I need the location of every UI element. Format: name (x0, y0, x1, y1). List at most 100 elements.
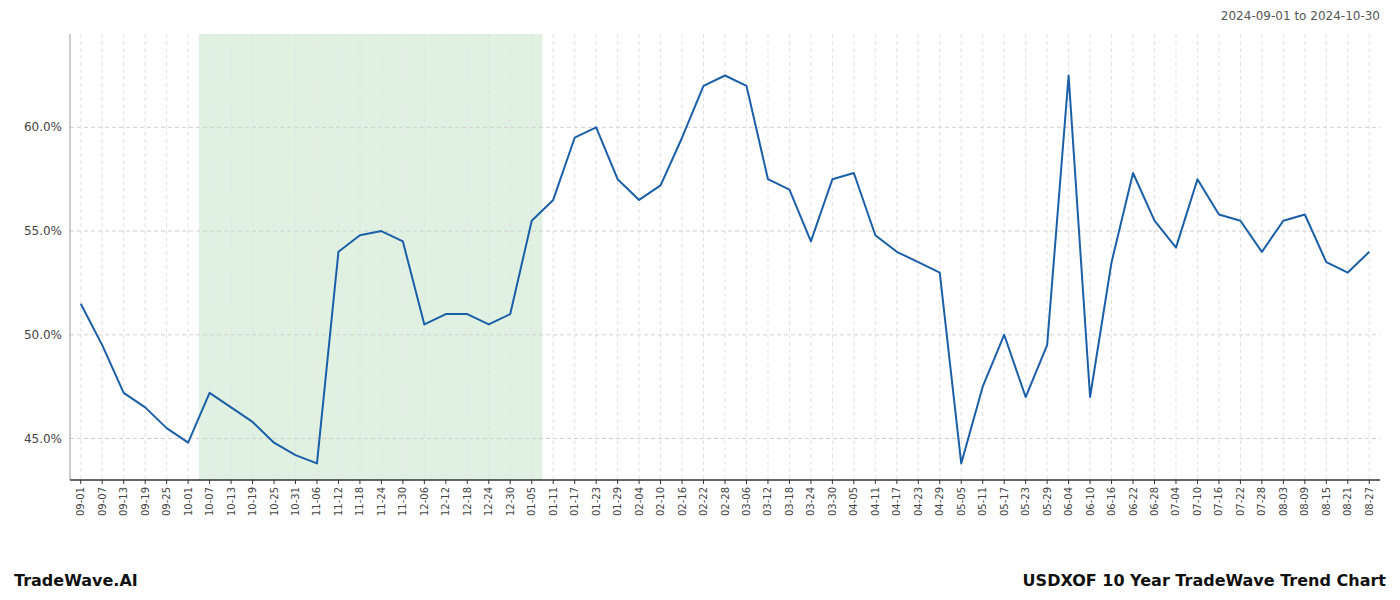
x-tick-label: 02-22 (698, 487, 709, 516)
x-tick (231, 480, 232, 484)
grid-line (1304, 34, 1305, 480)
grid-line (1154, 34, 1155, 480)
x-tick (617, 480, 618, 484)
x-tick (746, 480, 747, 484)
x-tick (939, 480, 940, 484)
x-tick-label: 08-21 (1342, 487, 1353, 516)
x-tick-label: 06-16 (1106, 487, 1117, 516)
x-tick (338, 480, 339, 484)
grid-line (1218, 34, 1219, 480)
x-tick (961, 480, 962, 484)
x-tick-label: 10-13 (226, 487, 237, 516)
grid-line (918, 34, 919, 480)
grid-line (853, 34, 854, 480)
grid-line (1261, 34, 1262, 480)
x-tick-label: 01-29 (612, 487, 623, 516)
grid-line (1283, 34, 1284, 480)
x-tick-label: 05-17 (999, 487, 1010, 516)
grid-line (1047, 34, 1048, 480)
x-tick-label: 05-23 (1020, 487, 1031, 516)
x-tick (918, 480, 919, 484)
x-tick (424, 480, 425, 484)
x-tick (1154, 480, 1155, 484)
grid-line (682, 34, 683, 480)
x-tick (553, 480, 554, 484)
trend-line (81, 75, 1370, 463)
grid-line (274, 34, 275, 480)
grid-line (1240, 34, 1241, 480)
x-tick (725, 480, 726, 484)
x-tick (381, 480, 382, 484)
grid-line (939, 34, 940, 480)
grid-line (1197, 34, 1198, 480)
grid-line (70, 438, 1380, 439)
grid-line (639, 34, 640, 480)
grid-line (424, 34, 425, 480)
x-tick (1111, 480, 1112, 484)
x-tick (1347, 480, 1348, 484)
grid-line (553, 34, 554, 480)
x-tick-label: 10-19 (247, 487, 258, 516)
grid-line (596, 34, 597, 480)
grid-line (166, 34, 167, 480)
x-tick (488, 480, 489, 484)
x-tick-label: 04-23 (913, 487, 924, 516)
x-tick (1283, 480, 1284, 484)
x-tick-label: 09-01 (75, 487, 86, 516)
x-tick (295, 480, 296, 484)
x-tick (703, 480, 704, 484)
grid-line (510, 34, 511, 480)
y-tick-label: 55.0% (24, 224, 62, 238)
x-tick-label: 07-10 (1192, 487, 1203, 516)
x-tick (1369, 480, 1370, 484)
x-tick-label: 03-12 (762, 487, 773, 516)
grid-line (660, 34, 661, 480)
x-tick (596, 480, 597, 484)
x-tick (1068, 480, 1069, 484)
x-tick (896, 480, 897, 484)
x-tick-label: 05-11 (977, 487, 988, 516)
x-tick-label: 02-04 (634, 487, 645, 516)
grid-line (252, 34, 253, 480)
y-tick-label: 60.0% (24, 120, 62, 134)
grid-line (531, 34, 532, 480)
grid-line (982, 34, 983, 480)
x-tick (402, 480, 403, 484)
x-tick (274, 480, 275, 484)
x-tick-label: 09-07 (97, 487, 108, 516)
title: USDXOF 10 Year TradeWave Trend Chart (1023, 571, 1387, 590)
x-tick-label: 07-04 (1170, 487, 1181, 516)
grid-line (1133, 34, 1134, 480)
x-tick (767, 480, 768, 484)
grid-line (188, 34, 189, 480)
grid-line (703, 34, 704, 480)
x-tick (853, 480, 854, 484)
x-tick-label: 07-16 (1213, 487, 1224, 516)
grid-line (810, 34, 811, 480)
grid-line (145, 34, 146, 480)
x-tick-label: 11-12 (333, 487, 344, 516)
x-tick (445, 480, 446, 484)
x-tick-label: 05-05 (956, 487, 967, 516)
x-tick (145, 480, 146, 484)
y-tick-label: 50.0% (24, 328, 62, 342)
grid-line (1025, 34, 1026, 480)
y-tick-label: 45.0% (24, 432, 62, 446)
grid-line (1326, 34, 1327, 480)
x-tick-label: 12-30 (505, 487, 516, 516)
x-tick-label: 11-24 (376, 487, 387, 516)
x-tick-label: 01-11 (548, 487, 559, 516)
grid-line (1347, 34, 1348, 480)
x-tick-label: 08-03 (1278, 487, 1289, 516)
x-tick (1175, 480, 1176, 484)
x-tick-label: 09-25 (161, 487, 172, 516)
x-tick (660, 480, 661, 484)
grid-line (1090, 34, 1091, 480)
x-tick-label: 10-01 (183, 487, 194, 516)
x-tick (316, 480, 317, 484)
grid-line (445, 34, 446, 480)
grid-line (1004, 34, 1005, 480)
grid-line (725, 34, 726, 480)
grid-line (875, 34, 876, 480)
x-tick (166, 480, 167, 484)
